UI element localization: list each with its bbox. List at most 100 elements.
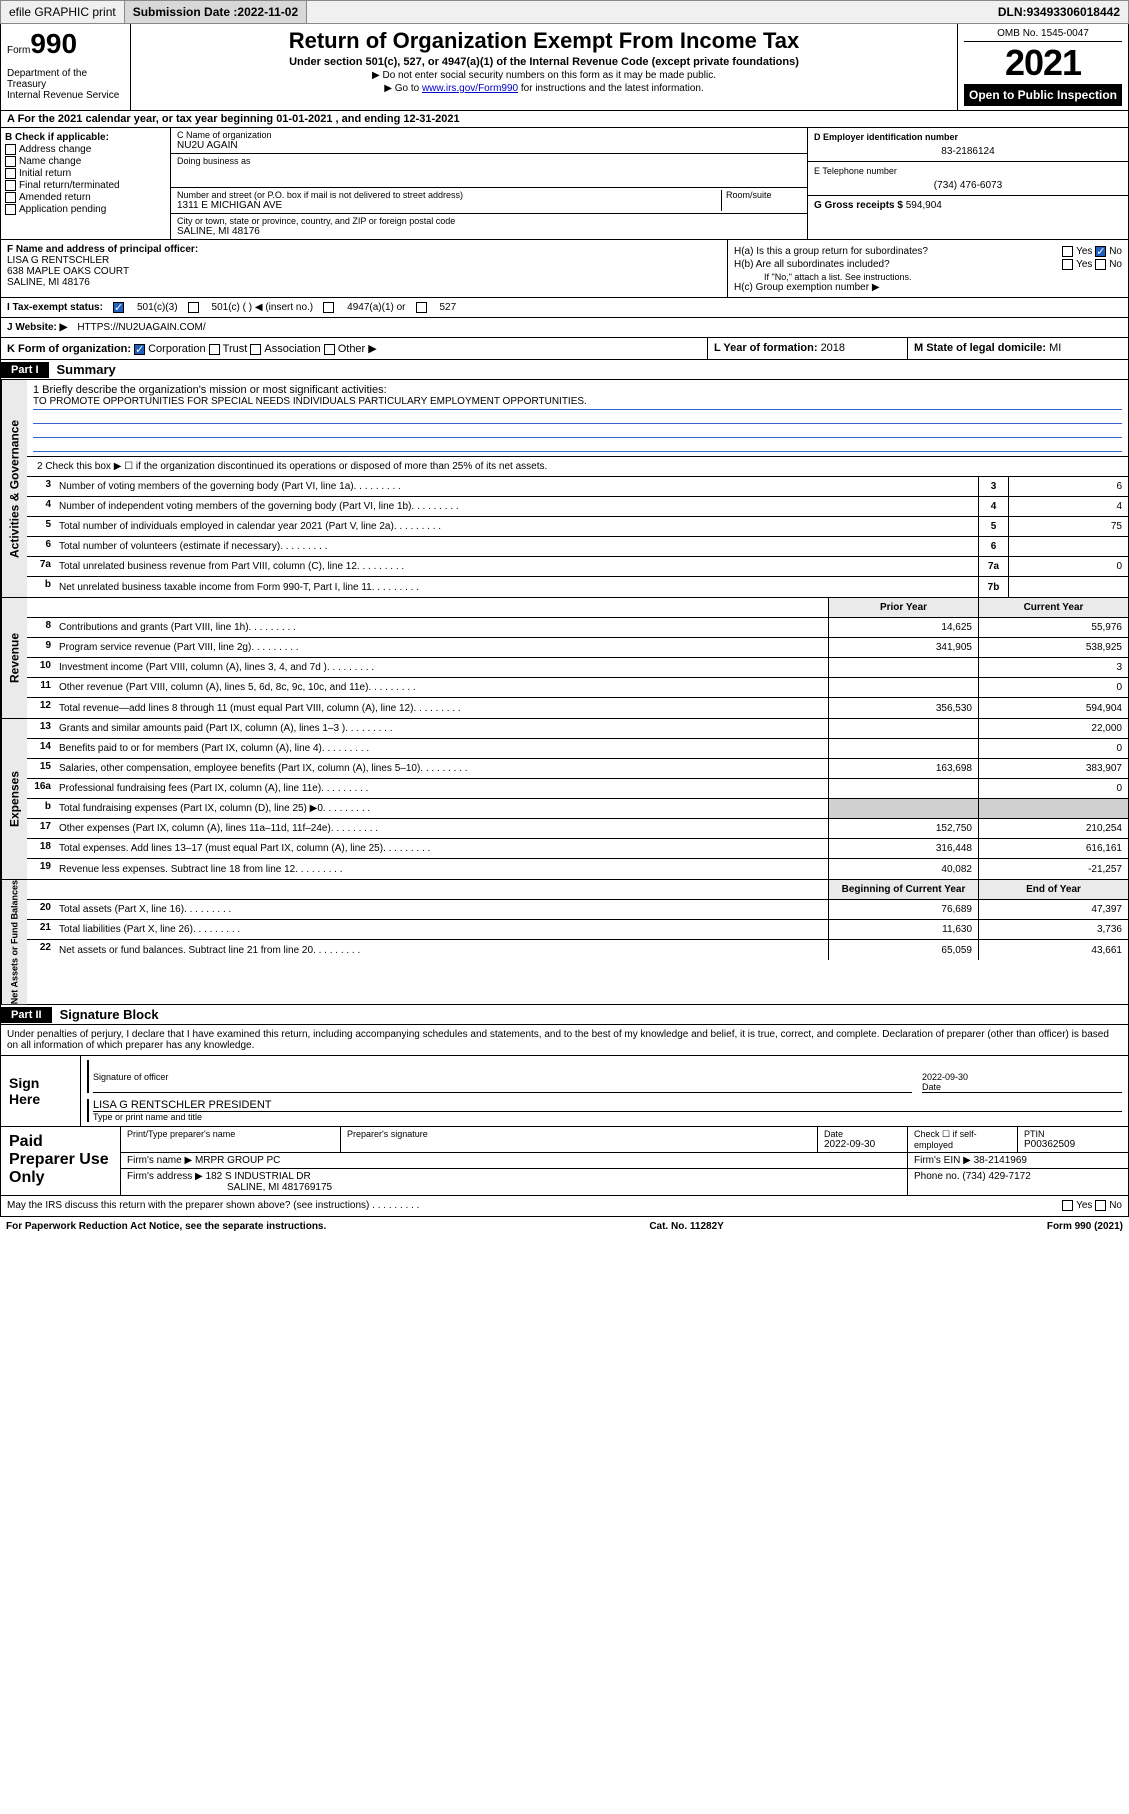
ha-no[interactable] <box>1095 246 1106 257</box>
table-row: 6Total number of volunteers (estimate if… <box>27 537 1128 557</box>
chk-initial-return[interactable]: Initial return <box>5 168 166 179</box>
summary-net: Net Assets or Fund Balances Beginning of… <box>0 880 1129 1005</box>
table-row: 9Program service revenue (Part VIII, lin… <box>27 638 1128 658</box>
table-row: 11Other revenue (Part VIII, column (A), … <box>27 678 1128 698</box>
mission-block: 1 Briefly describe the organization's mi… <box>27 380 1128 457</box>
chk-4947[interactable] <box>323 302 334 313</box>
discuss-yes[interactable] <box>1062 1200 1073 1211</box>
vtab-rev: Revenue <box>1 598 27 718</box>
chk-assoc[interactable] <box>250 344 261 355</box>
table-row: 3Number of voting members of the governi… <box>27 477 1128 497</box>
table-row: 15Salaries, other compensation, employee… <box>27 759 1128 779</box>
paid-preparer: Paid Preparer Use Only Print/Type prepar… <box>1 1126 1128 1195</box>
sig-date: 2022-09-30Date <box>922 1060 1122 1093</box>
line-2: 2 Check this box ▶ ☐ if the organization… <box>27 457 1128 477</box>
form-title: Return of Organization Exempt From Incom… <box>137 28 951 54</box>
sig-officer[interactable]: Signature of officer <box>93 1060 912 1093</box>
efile-topbar: efile GRAPHIC print Submission Date : 20… <box>0 0 1129 24</box>
summary-rev: Revenue Prior Year Current Year 8Contrib… <box>0 598 1129 719</box>
ein: 83-2186124 <box>814 146 1122 157</box>
firm-name: MRPR GROUP PC <box>195 1155 280 1166</box>
part2-header: Part II Signature Block <box>0 1005 1129 1025</box>
table-row: bTotal fundraising expenses (Part IX, co… <box>27 799 1128 819</box>
chk-app-pending[interactable]: Application pending <box>5 204 166 215</box>
box-c: C Name of organization NU2U AGAIN Doing … <box>171 128 808 239</box>
gross-receipts: 594,904 <box>906 200 942 211</box>
chk-501c3[interactable] <box>113 302 124 313</box>
rev-header: Prior Year Current Year <box>27 598 1128 618</box>
instructions-link-line: ▶ Go to www.irs.gov/Form990 for instruct… <box>137 83 951 94</box>
table-row: 18Total expenses. Add lines 13–17 (must … <box>27 839 1128 859</box>
sign-here-row: Sign Here Signature of officer 2022-09-3… <box>1 1056 1128 1126</box>
table-row: 14Benefits paid to or for members (Part … <box>27 739 1128 759</box>
org-city: SALINE, MI 48176 <box>177 226 801 237</box>
part1-header: Part I Summary <box>0 360 1129 380</box>
chk-501c[interactable] <box>188 302 199 313</box>
vtab-exp: Expenses <box>1 719 27 879</box>
row-k-l-m: K Form of organization: Corporation Trus… <box>0 338 1129 360</box>
discuss-row: May the IRS discuss this return with the… <box>1 1195 1128 1215</box>
website: HTTPS://NU2UAGAIN.COM/ <box>77 322 205 333</box>
hb-no[interactable] <box>1095 259 1106 270</box>
chk-name-change[interactable]: Name change <box>5 156 166 167</box>
box-h: H(a) Is this a group return for subordin… <box>728 240 1128 297</box>
chk-amended[interactable]: Amended return <box>5 192 166 203</box>
phone: (734) 476-6073 <box>814 180 1122 191</box>
chk-trust[interactable] <box>209 344 220 355</box>
org-name: NU2U AGAIN <box>177 140 801 151</box>
box-b: B Check if applicable: Address change Na… <box>1 128 171 239</box>
org-street: 1311 E MICHIGAN AVE <box>177 200 721 211</box>
box-f: F Name and address of principal officer:… <box>1 240 728 297</box>
summary-exp: Expenses 13Grants and similar amounts pa… <box>0 719 1129 880</box>
dept-treasury: Department of the Treasury Internal Reve… <box>7 68 124 101</box>
table-row: 17Other expenses (Part IX, column (A), l… <box>27 819 1128 839</box>
section-b-to-g: B Check if applicable: Address change Na… <box>0 128 1129 240</box>
irs-link[interactable]: www.irs.gov/Form990 <box>422 83 518 94</box>
efile-label: efile GRAPHIC print <box>1 1 125 23</box>
chk-527[interactable] <box>416 302 427 313</box>
form-year-block: OMB No. 1545-0047 2021 Open to Public In… <box>958 24 1128 110</box>
table-row: 16aProfessional fundraising fees (Part I… <box>27 779 1128 799</box>
mission-text: TO PROMOTE OPPORTUNITIES FOR SPECIAL NEE… <box>33 396 1122 410</box>
discuss-no[interactable] <box>1095 1200 1106 1211</box>
table-row: 4Number of independent voting members of… <box>27 497 1128 517</box>
table-row: 21Total liabilities (Part X, line 26)11,… <box>27 920 1128 940</box>
submission-date-btn[interactable]: Submission Date : 2022-11-02 <box>125 1 307 23</box>
penalty-text: Under penalties of perjury, I declare th… <box>1 1025 1128 1056</box>
signature-section: Under penalties of perjury, I declare th… <box>0 1025 1129 1216</box>
open-public-badge: Open to Public Inspection <box>964 84 1122 106</box>
table-row: 8Contributions and grants (Part VIII, li… <box>27 618 1128 638</box>
bottom-line: For Paperwork Reduction Act Notice, see … <box>0 1217 1129 1236</box>
form-id-block: Form990 Department of the Treasury Inter… <box>1 24 131 110</box>
table-row: bNet unrelated business taxable income f… <box>27 577 1128 597</box>
ha-yes[interactable] <box>1062 246 1073 257</box>
dln: DLN: 93493306018442 <box>990 1 1128 23</box>
table-row: 13Grants and similar amounts paid (Part … <box>27 719 1128 739</box>
chk-corp[interactable] <box>134 344 145 355</box>
row-j: J Website: ▶ HTTPS://NU2UAGAIN.COM/ <box>0 318 1129 338</box>
form-header: Form990 Department of the Treasury Inter… <box>0 24 1129 111</box>
form-title-block: Return of Organization Exempt From Incom… <box>131 24 958 110</box>
chk-final-return[interactable]: Final return/terminated <box>5 180 166 191</box>
table-row: 20Total assets (Part X, line 16)76,68947… <box>27 900 1128 920</box>
row-i: I Tax-exempt status: 501(c)(3) 501(c) ( … <box>0 298 1129 318</box>
row-a-tax-year: A For the 2021 calendar year, or tax yea… <box>0 111 1129 128</box>
table-row: 22Net assets or fund balances. Subtract … <box>27 940 1128 960</box>
table-row: 7aTotal unrelated business revenue from … <box>27 557 1128 577</box>
table-row: 10Investment income (Part VIII, column (… <box>27 658 1128 678</box>
box-d-e-g: D Employer identification number 83-2186… <box>808 128 1128 239</box>
vtab-ag: Activities & Governance <box>1 380 27 597</box>
table-row: 5Total number of individuals employed in… <box>27 517 1128 537</box>
chk-address-change[interactable]: Address change <box>5 144 166 155</box>
table-row: 12Total revenue—add lines 8 through 11 (… <box>27 698 1128 718</box>
summary-ag: Activities & Governance 1 Briefly descri… <box>0 380 1129 598</box>
officer-name-title: LISA G RENTSCHLER PRESIDENT <box>93 1099 1122 1111</box>
table-row: 19Revenue less expenses. Subtract line 1… <box>27 859 1128 879</box>
net-header: Beginning of Current Year End of Year <box>27 880 1128 900</box>
omb-number: OMB No. 1545-0047 <box>964 28 1122 42</box>
vtab-net: Net Assets or Fund Balances <box>1 880 27 1004</box>
chk-other[interactable] <box>324 344 335 355</box>
tax-year: 2021 <box>964 42 1122 84</box>
hb-yes[interactable] <box>1062 259 1073 270</box>
row-f-h: F Name and address of principal officer:… <box>0 240 1129 298</box>
